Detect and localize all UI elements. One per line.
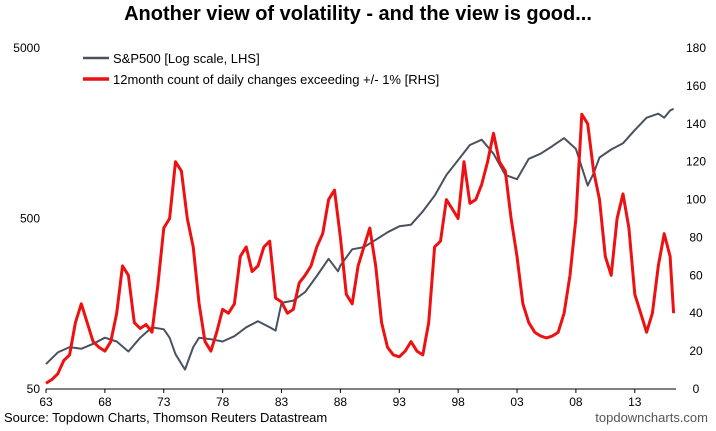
y-left-tick-label: 50 (27, 382, 41, 396)
x-tick-label: 83 (275, 395, 289, 409)
axes-group (45, 388, 676, 393)
legend-label-sp500: S&P500 [Log scale, LHS] (113, 51, 260, 66)
x-tick-label: 68 (98, 395, 112, 409)
volatility-count-line (45, 112, 676, 385)
source-note: Source: Topdown Charts, Thomson Reuters … (4, 410, 328, 425)
x-tick-label: 78 (216, 395, 230, 409)
y-left-tick-label: 5000 (13, 41, 40, 55)
x-tick-label: 03 (510, 395, 524, 409)
chart-title: Another view of volatility - and the vie… (124, 3, 592, 25)
x-tick-label: 73 (157, 395, 171, 409)
x-tick-label: 08 (569, 395, 583, 409)
legend: S&P500 [Log scale, LHS] 12month count of … (83, 51, 439, 87)
tick-labels-group: 63 68 73 78 83 88 93 98 03 08 13 5000 500 50 180 160 140… (13, 41, 706, 409)
sp500-line (45, 107, 675, 371)
y-left-tick-label: 500 (20, 212, 40, 226)
y-right-tick-label: 180 (686, 41, 706, 55)
credit-link[interactable]: topdowncharts.com (595, 410, 708, 425)
x-tick-label: 13 (628, 395, 642, 409)
y-right-tick-label: 0 (693, 382, 700, 396)
series-layer (45, 107, 676, 385)
y-right-tick-label: 40 (689, 306, 703, 320)
y-right-tick-label: 20 (689, 344, 703, 358)
x-tick-label: 63 (39, 395, 53, 409)
x-tick-label: 88 (334, 395, 348, 409)
y-right-tick-label: 160 (686, 79, 706, 93)
y-right-tick-label: 60 (689, 268, 703, 282)
x-tick-label: 98 (451, 395, 465, 409)
y-right-tick-label: 100 (686, 193, 706, 207)
y-right-tick-label: 140 (686, 117, 706, 131)
y-right-tick-label: 120 (686, 155, 706, 169)
legend-label-count: 12month count of daily changes exceeding… (113, 72, 439, 87)
x-tick-label: 93 (393, 395, 407, 409)
y-right-tick-label: 80 (689, 230, 703, 244)
